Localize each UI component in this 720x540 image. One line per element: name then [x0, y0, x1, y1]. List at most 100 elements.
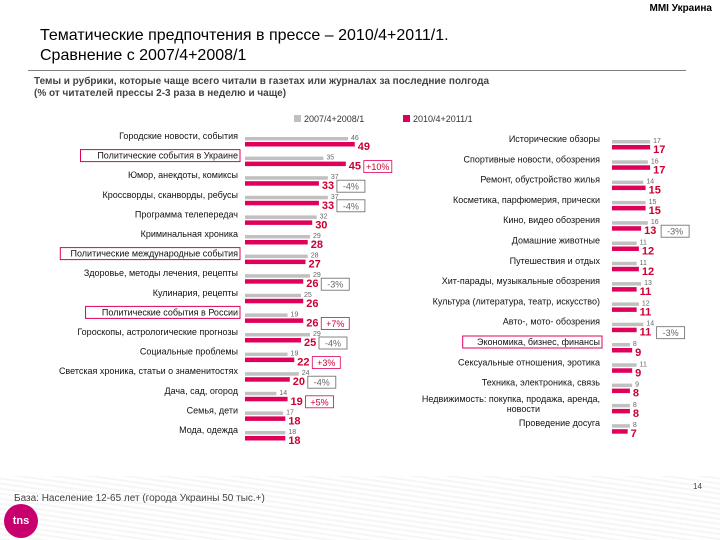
left-bar-new — [245, 220, 313, 225]
right-label-new: 12 — [642, 246, 654, 258]
left-category-label: Городские новости, события — [119, 131, 238, 141]
left-category-label: Кроссворды, сканворды, ребусы — [102, 190, 238, 200]
left-change-label: +5% — [310, 397, 328, 407]
legend-swatch-new — [403, 115, 410, 122]
left-bar-new — [245, 161, 346, 167]
right-bar-new — [612, 226, 642, 231]
left-change-label: -4% — [325, 339, 341, 349]
right-label-new: 8 — [633, 408, 639, 420]
right-label-new: 7 — [631, 428, 637, 440]
right-category-label: Хит-парады, музыкальные обозрения — [442, 276, 600, 286]
footer-base-note: База: Население 12-65 лет (города Украин… — [14, 493, 265, 504]
left-bar-old — [245, 293, 301, 298]
left-category-label: Гороскопы, астрологические прогнозы — [77, 327, 238, 337]
left-change-box — [320, 316, 350, 330]
left-bar-new — [245, 318, 304, 323]
left-label-new: 26 — [306, 278, 318, 290]
left-bar-new — [245, 279, 304, 284]
right-category-label: Косметика, парфюмерия, прически — [453, 195, 600, 205]
left-label-new: 28 — [311, 239, 323, 251]
right-bar-new — [612, 246, 639, 251]
left-category-label: Дача, сад, огород — [164, 386, 238, 396]
left-bar-new — [245, 416, 286, 421]
left-bar-old — [245, 274, 310, 278]
left-category-label: Кулинария, рецепты — [153, 288, 238, 298]
left-bar-old — [245, 431, 286, 435]
left-label-new: 33 — [322, 180, 334, 192]
right-category-label: Сексуальные отношения, эротика — [458, 357, 600, 367]
left-label-old: 19 — [291, 351, 299, 358]
right-label-new: 12 — [642, 266, 654, 278]
left-bar-old — [245, 215, 317, 219]
left-bar-new — [245, 142, 355, 147]
right-bar-old — [612, 261, 637, 266]
right-category-label: Недвижимость: покупка, продажа, аренда, н… — [422, 394, 600, 414]
right-category-label: Авто-, мото- обозрения — [503, 317, 600, 327]
left-change-label: -3% — [327, 280, 343, 290]
left-category-label: Политические события в Украине — [97, 151, 238, 161]
right-label-old: 17 — [653, 138, 661, 145]
page-title: Тематические предпочтения в прессе – 201… — [40, 26, 680, 66]
right-label-new: 17 — [653, 144, 665, 156]
right-label-old: 9 — [635, 382, 639, 389]
left-label-new: 49 — [358, 141, 370, 153]
left-bar-new — [245, 240, 308, 245]
right-bar-old — [612, 282, 642, 286]
chart-subtitle: Темы и рубрики, которые чаще всего читал… — [34, 76, 489, 100]
right-change-box — [656, 326, 686, 340]
left-category-label: Семья, дети — [187, 405, 238, 415]
right-category-label: Проведение досуга — [519, 418, 600, 428]
left-bar-new — [245, 298, 304, 304]
right-label-old: 16 — [651, 219, 659, 226]
tns-logo: tns — [4, 504, 38, 538]
title-divider — [28, 70, 686, 71]
right-bar-old — [612, 241, 637, 245]
right-bar-old — [612, 180, 644, 185]
right-category-label: Исторические обзоры — [509, 134, 600, 144]
right-bar-new — [612, 165, 651, 170]
left-change-label: -4% — [343, 201, 359, 211]
title-line-1: Тематические предпочтения в прессе – 201… — [40, 27, 449, 44]
left-change-label: +7% — [326, 319, 344, 329]
right-bar-new — [612, 287, 637, 292]
right-bar-old — [612, 363, 637, 367]
left-label-old: 29 — [313, 272, 321, 279]
right-category-label: Техника, электроника, связь — [482, 378, 601, 388]
left-bar-new — [245, 259, 306, 265]
left-bar-old — [245, 137, 349, 141]
left-bar-new — [245, 200, 319, 206]
left-label-old: 18 — [288, 429, 296, 436]
right-label-old: 13 — [644, 280, 652, 287]
right-label-new: 11 — [640, 306, 652, 318]
right-label-old: 15 — [649, 199, 657, 206]
left-change-box — [311, 356, 341, 370]
left-category-label: Программа телепередач — [135, 209, 238, 219]
right-label-new: 8 — [633, 388, 639, 400]
left-label-old: 37 — [331, 194, 339, 201]
left-bar-old — [245, 411, 284, 415]
right-label-new: 11 — [640, 327, 652, 339]
left-bar-new — [245, 396, 288, 402]
right-bar-new — [612, 307, 637, 312]
right-category-label: Путешествия и отдых — [510, 256, 601, 266]
right-category-label: Экономика, бизнес, финансы — [477, 337, 600, 347]
left-bar-old — [245, 313, 288, 317]
right-bar-new — [612, 145, 651, 150]
left-label-old: 17 — [286, 409, 294, 416]
left-bar-old — [245, 352, 288, 357]
left-change-box — [336, 179, 366, 193]
right-label-old: 11 — [640, 361, 647, 368]
right-label-new: 15 — [649, 205, 661, 217]
right-label-old: 8 — [633, 402, 637, 409]
right-bar-old — [612, 221, 648, 225]
right-bar-old — [612, 383, 633, 388]
right-bar-old — [612, 200, 646, 205]
left-bar-new — [245, 436, 286, 441]
left-label-new: 45 — [349, 161, 361, 173]
right-bar-new — [612, 429, 628, 434]
left-label-old: 29 — [313, 233, 321, 240]
right-label-old: 12 — [642, 300, 650, 307]
right-bar-new — [612, 205, 646, 211]
right-label-new: 11 — [640, 286, 652, 298]
left-category-label: Политические события в России — [102, 307, 238, 317]
